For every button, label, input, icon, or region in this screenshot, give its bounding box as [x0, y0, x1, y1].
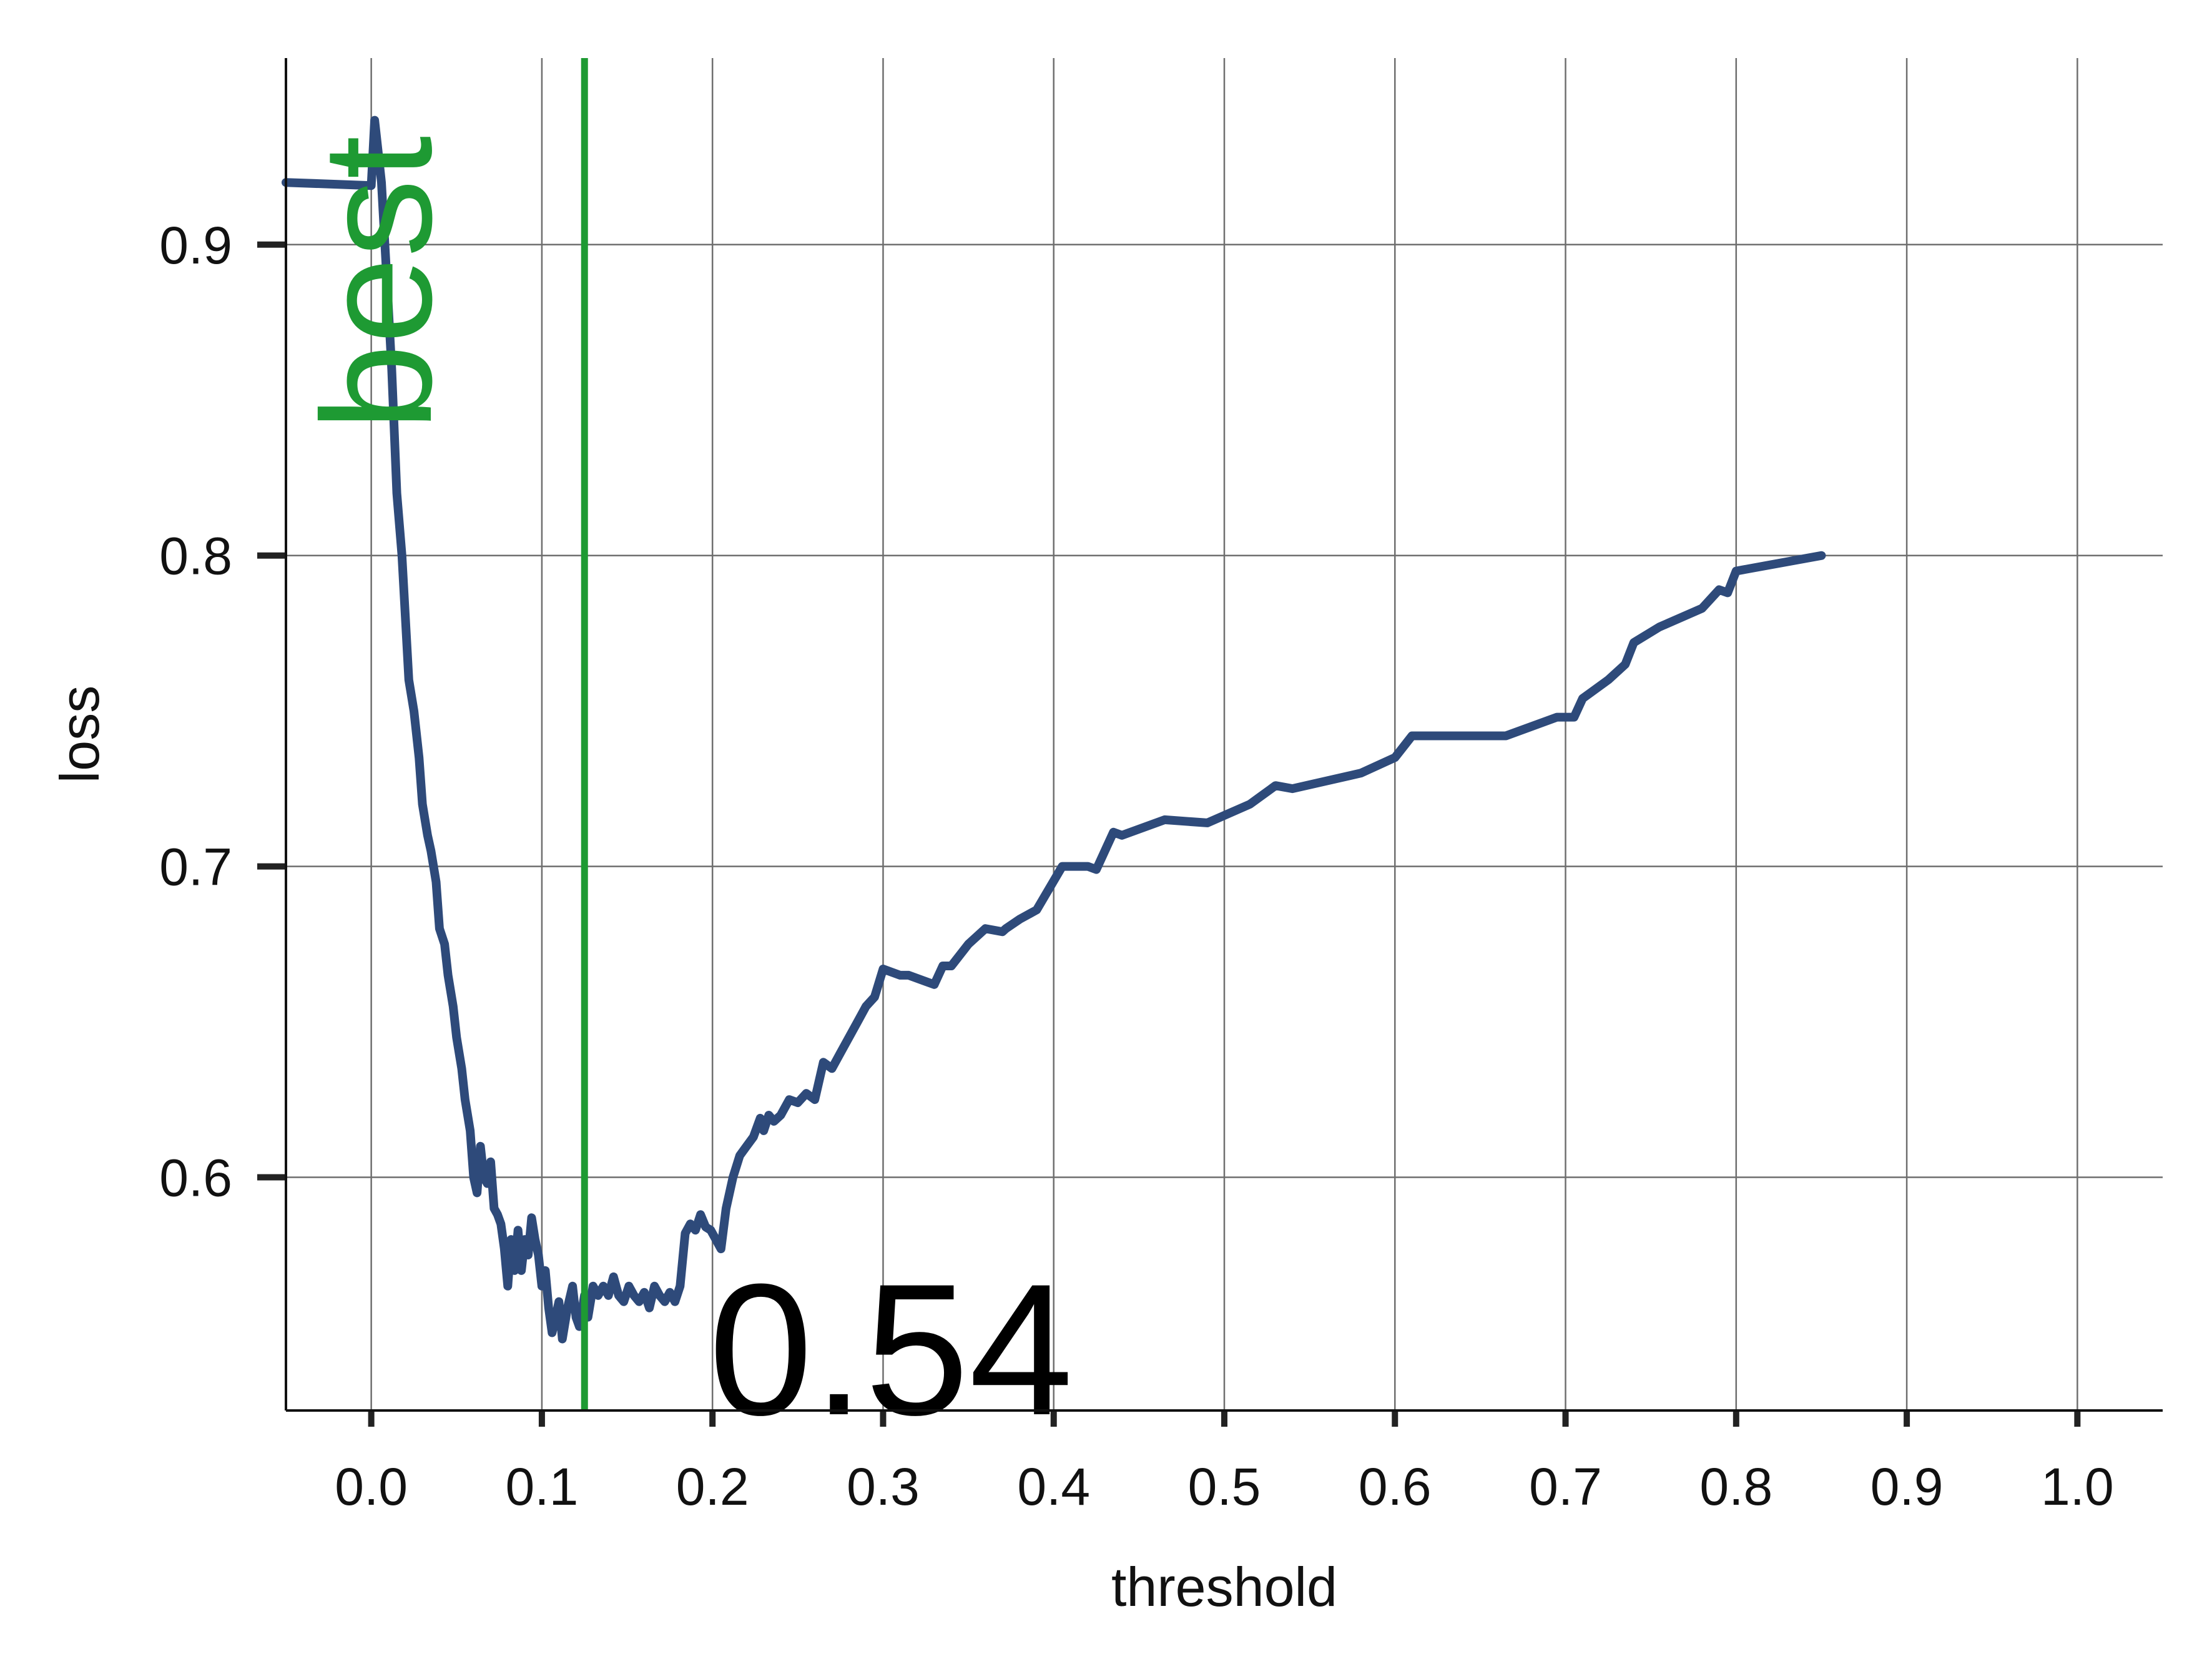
x-tick-label: 0.0 — [335, 1457, 408, 1516]
x-tick-label: 0.1 — [506, 1457, 579, 1516]
best-label: best — [290, 135, 464, 431]
x-tick-label: 0.7 — [1529, 1457, 1602, 1516]
x-tick-label: 1.0 — [2041, 1457, 2114, 1516]
x-tick-label: 0.2 — [676, 1457, 749, 1516]
x-axis-title: threshold — [1111, 1556, 1337, 1618]
y-axis-title: loss — [49, 686, 111, 784]
x-tick-label: 0.4 — [1017, 1457, 1090, 1516]
y-tick-label: 0.8 — [159, 527, 232, 586]
y-tick-label: 0.9 — [159, 216, 232, 275]
y-tick-label: 0.6 — [159, 1149, 232, 1208]
x-tick-label: 0.9 — [1870, 1457, 1944, 1516]
x-tick-label: 0.3 — [847, 1457, 920, 1516]
series-layer — [282, 116, 1826, 1344]
axes: 0.0 0.1 0.2 0.3 0.4 0.5 0.6 0.7 0.8 0.9 1.0 0.6 0.7 0… — [159, 58, 2163, 1516]
min-loss-label: 0.54 — [709, 1244, 1073, 1454]
x-tick-label: 0.8 — [1699, 1457, 1772, 1516]
x-tick-label: 0.5 — [1188, 1457, 1261, 1516]
x-tick-label: 0.6 — [1359, 1457, 1432, 1516]
best-threshold-marker: best — [290, 58, 588, 1410]
grid — [286, 58, 2163, 1410]
loss-series-line — [282, 116, 1826, 1344]
y-tick-label: 0.7 — [159, 838, 232, 897]
